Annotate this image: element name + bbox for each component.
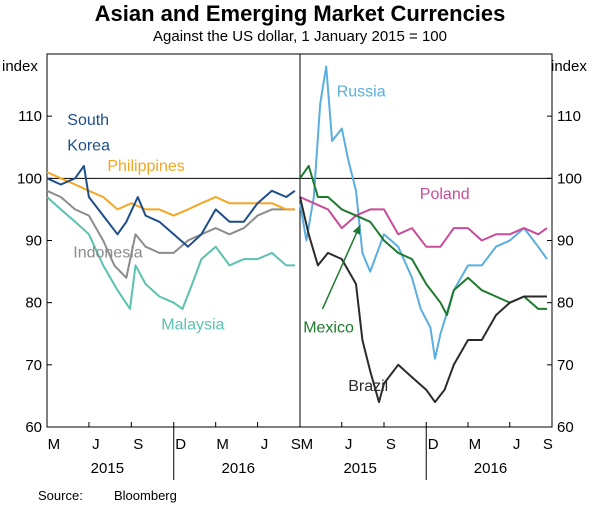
x-tick-label-left: M — [48, 436, 61, 453]
series-label-brazil: Brazil — [348, 378, 388, 395]
x-tick-label-left: M — [216, 436, 229, 453]
series-line-brazil — [299, 196, 547, 404]
y-tick-label-left: 60 — [25, 419, 42, 436]
chart-title: Asian and Emerging Market Currencies — [94, 1, 506, 26]
x-tick-label-right: J — [513, 436, 521, 453]
y-tick-label-right: 70 — [557, 357, 574, 374]
y-tick-label-left: 90 — [25, 233, 42, 250]
y-axis-label-left: index — [2, 58, 38, 75]
x-year-label-right: 2016 — [474, 460, 507, 477]
source-note: Source: Bloomberg — [38, 488, 177, 503]
series-line-indonesia — [46, 189, 295, 279]
x-year-label-left: 2015 — [91, 460, 124, 477]
series-label-malaysia: Malaysia — [161, 316, 224, 333]
y-tick-label-right: 100 — [557, 170, 582, 187]
y-axis-label-right: index — [551, 58, 587, 75]
series-line-poland — [299, 196, 548, 248]
x-tick-label-left: D — [175, 436, 186, 453]
x-year-label-right: 2015 — [343, 460, 376, 477]
x-tick-label-right: S — [543, 436, 553, 453]
source-label: Source: — [38, 488, 83, 503]
series-line-south-korea — [46, 164, 296, 248]
series-label-russia: Russia — [337, 83, 386, 100]
x-tick-label-left: S — [133, 436, 143, 453]
series-label-philippines: Philippines — [107, 158, 184, 175]
series-label-south-korea: Korea — [67, 137, 110, 154]
y-tick-label-left: 100 — [17, 170, 42, 187]
x-tick-label-left: J — [261, 436, 269, 453]
y-tick-label-left: 110 — [18, 108, 42, 125]
y-tick-label-left: 80 — [25, 295, 42, 312]
series-label-indonesia: Indonesia — [73, 244, 142, 261]
series-label-south-korea: South — [67, 112, 109, 129]
x-tick-label-left: J — [92, 436, 100, 453]
x-year-label-left: 2016 — [222, 460, 255, 477]
y-tick-label-left: 70 — [25, 357, 42, 374]
series-line-mexico — [299, 164, 547, 317]
x-tick-label-right: M — [469, 436, 482, 453]
series-label-mexico: Mexico — [303, 320, 354, 337]
series-label-poland: Poland — [420, 186, 470, 203]
source-value: Bloomberg — [114, 488, 177, 503]
mexico-arrow-line — [321, 224, 361, 310]
y-tick-label-right: 90 — [557, 233, 574, 250]
mexico-arrow-head — [352, 224, 361, 235]
chart-subtitle: Against the US dollar, 1 January 2015 = … — [153, 28, 447, 45]
y-tick-label-right: 110 — [557, 108, 581, 125]
y-tick-label-right: 80 — [557, 295, 574, 312]
x-tick-label-right: J — [345, 436, 353, 453]
y-tick-label-right: 60 — [557, 419, 574, 436]
x-tick-label-right: M — [301, 436, 314, 453]
x-tick-label-right: D — [428, 436, 439, 453]
x-tick-label-right: S — [386, 436, 396, 453]
series-line-russia — [299, 65, 548, 360]
series-line-malaysia — [46, 196, 295, 310]
x-tick-label-left: S — [291, 436, 301, 453]
